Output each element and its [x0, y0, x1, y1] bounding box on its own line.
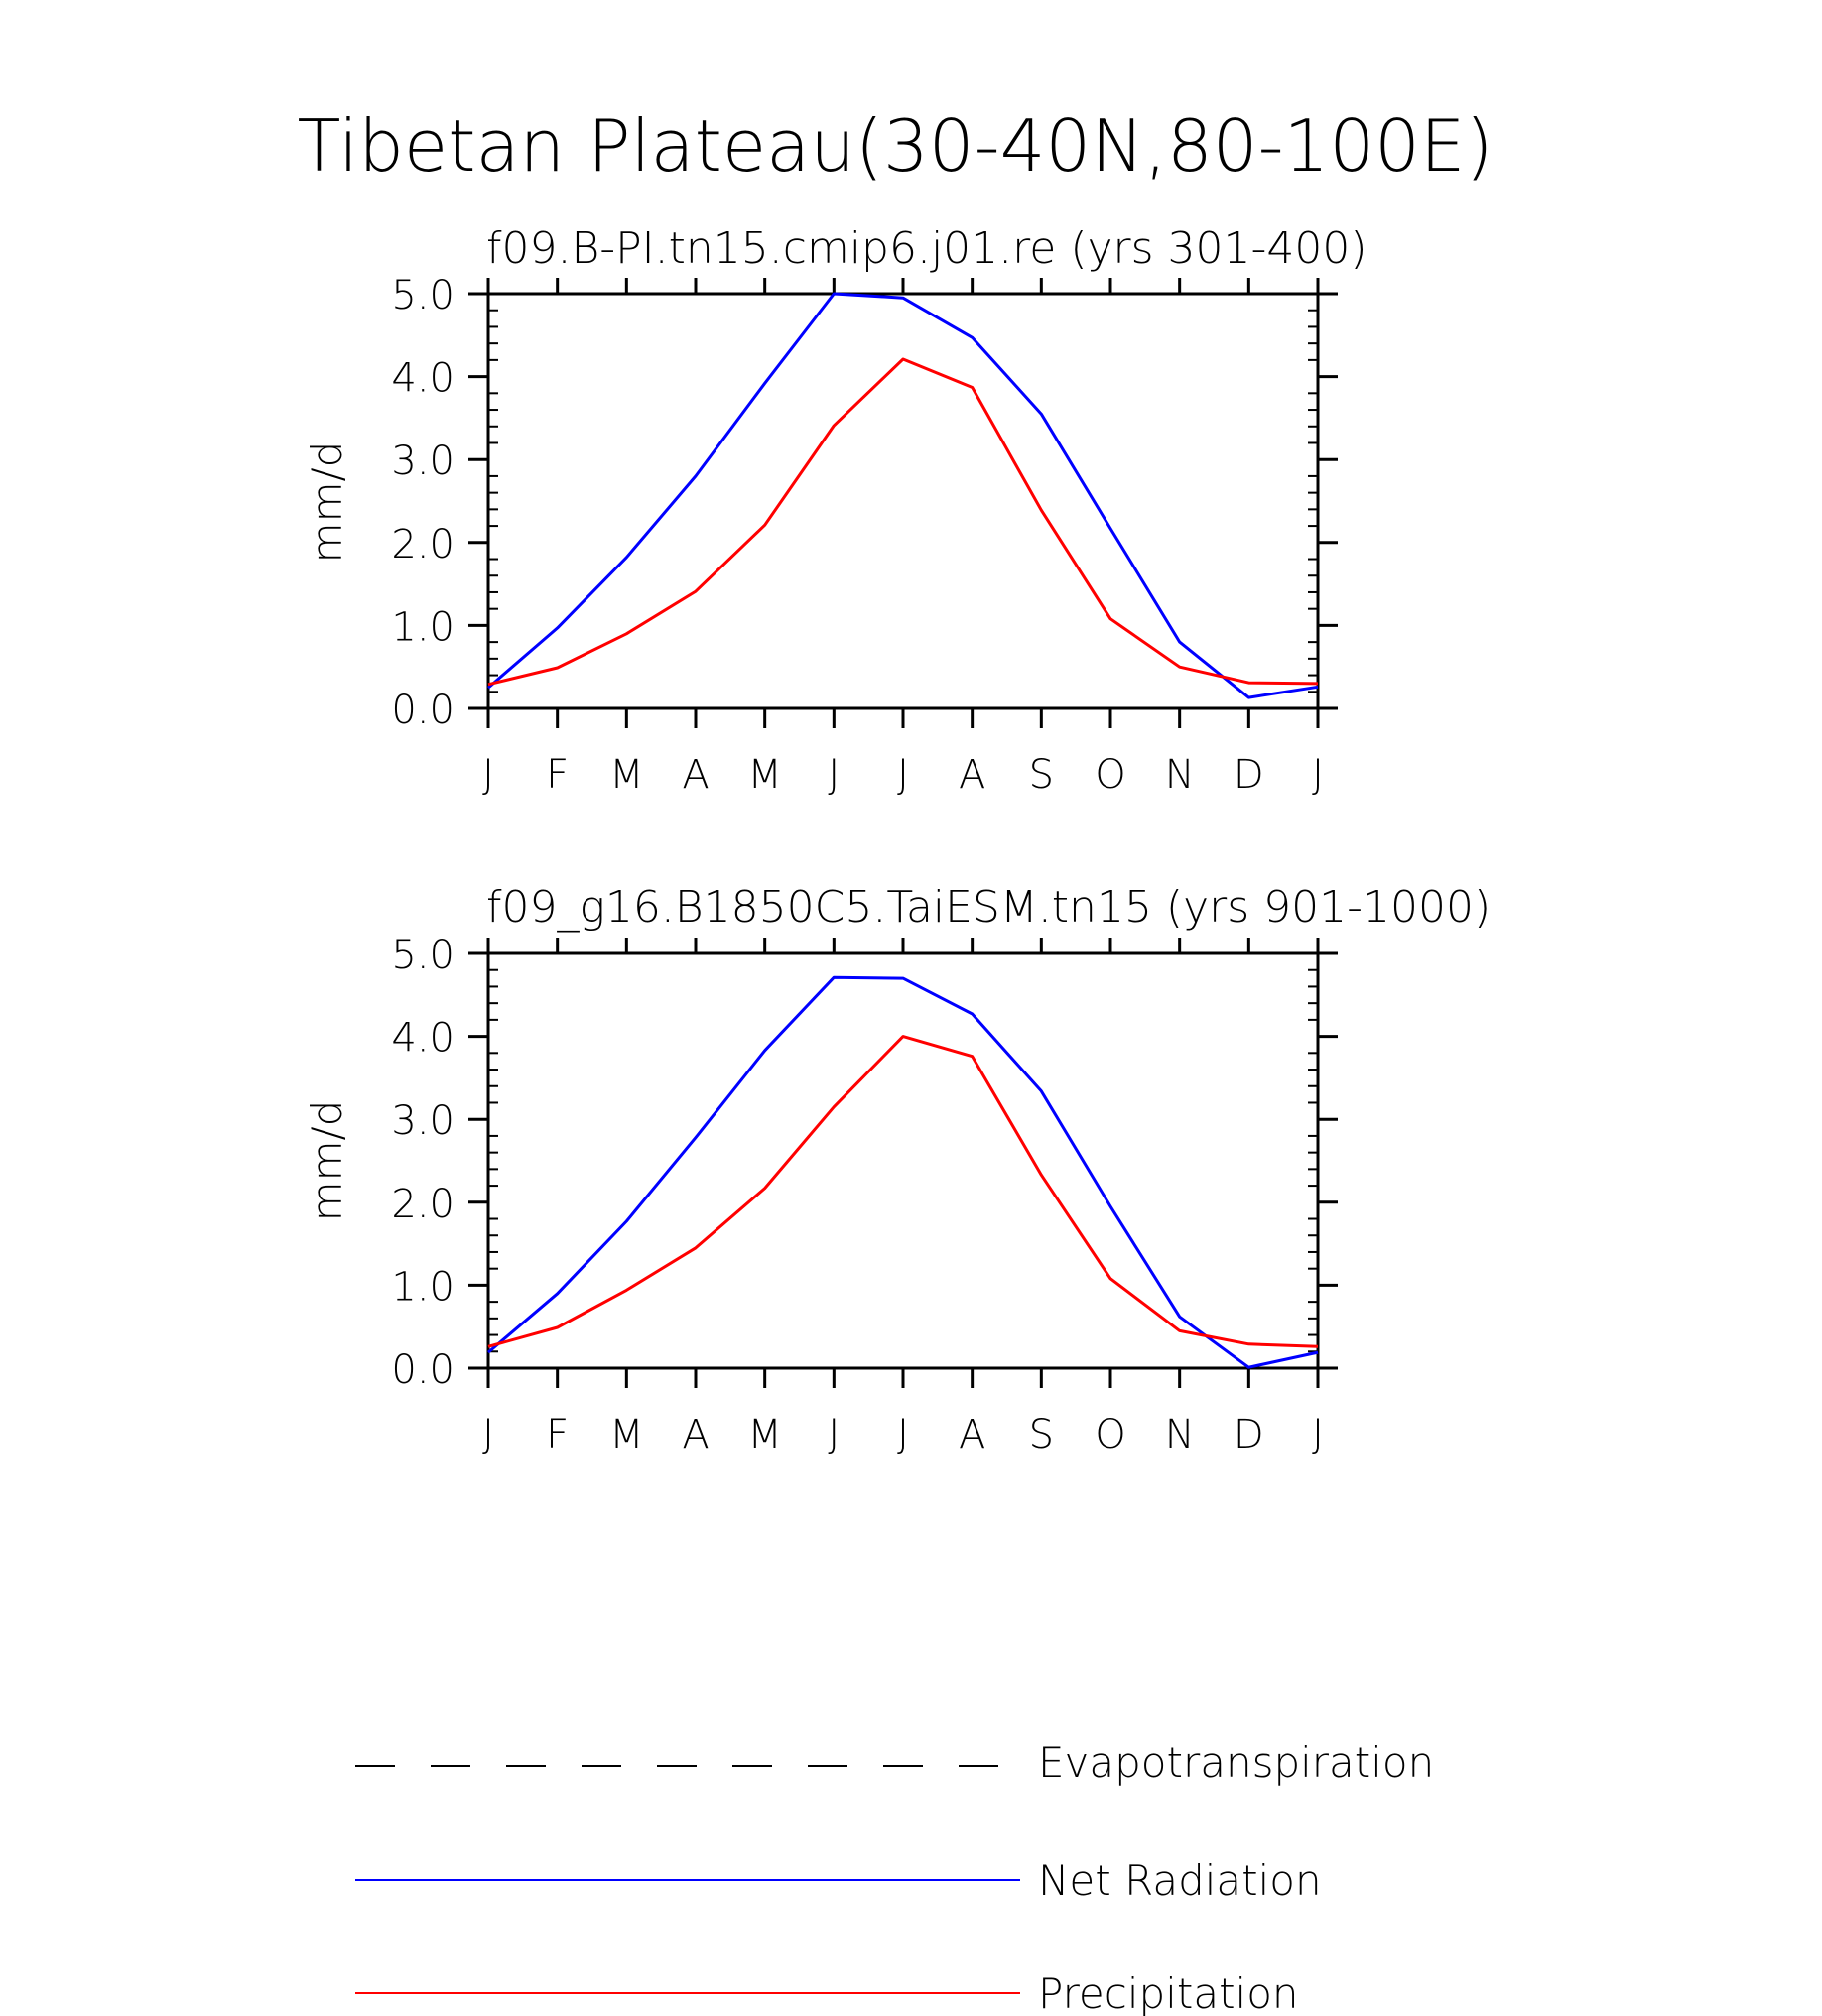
y-tick-label: 0.0	[391, 1347, 455, 1393]
series-net-radiation	[487, 975, 1319, 1369]
figure-title: Tibetan Plateau(30-40N,80-100E)	[297, 104, 1493, 188]
series-precipitation	[487, 357, 1319, 687]
x-tick-label: D	[1234, 1412, 1264, 1457]
legend-item-evapotranspiration: Evapotranspiration	[355, 1738, 1434, 1787]
x-tick-label: J	[1312, 752, 1324, 798]
legend-item-precipitation: Precipitation	[355, 1969, 1299, 2016]
series-line	[487, 357, 1319, 687]
y-tick-label: 5.0	[391, 273, 455, 318]
x-tick-label: M	[609, 752, 644, 798]
plot-panel-2: f09_g16.B1850C5.TaiESM.tn15 (yrs 901-100…	[303, 882, 1491, 1457]
series-line	[487, 1035, 1319, 1348]
y-tick-label: 2.0	[391, 522, 455, 567]
plot-frame	[486, 292, 1320, 710]
y-tick-label: 0.0	[391, 688, 455, 733]
legend-label: Precipitation	[1038, 1969, 1299, 2016]
y-axis-label: mm/d	[303, 1100, 351, 1222]
x-tick-label: J	[1312, 1412, 1324, 1457]
x-tick-label: O	[1095, 752, 1125, 798]
y-tick-label: 4.0	[391, 356, 455, 402]
x-tick-label: J	[482, 752, 494, 798]
x-tick-label: M	[747, 1412, 782, 1457]
plot-panel-1: f09.B-PI.tn15.cmip6.j01.re (yrs 301-400)…	[303, 223, 1367, 798]
x-tick-label: M	[609, 1412, 644, 1457]
series-net-radiation	[487, 292, 1319, 699]
x-tick-label: J	[828, 1412, 840, 1457]
legend-label: Evapotranspiration	[1038, 1738, 1434, 1787]
plot-title: f09.B-PI.tn15.cmip6.j01.re (yrs 301-400)	[486, 223, 1367, 274]
x-tick-label: O	[1095, 1412, 1125, 1457]
x-tick-label: S	[1029, 752, 1054, 798]
y-tick-label: 5.0	[391, 933, 455, 978]
legend: Evapotranspiration Net Radiation Precipi…	[355, 1738, 1434, 2016]
plot-title: f09_g16.B1850C5.TaiESM.tn15 (yrs 901-100…	[486, 882, 1491, 933]
y-tick-label: 3.0	[391, 1098, 455, 1144]
x-tick-label: J	[897, 752, 909, 798]
plot-frame	[486, 951, 1320, 1370]
x-tick-label: A	[682, 752, 709, 798]
y-tick-label: 1.0	[391, 1264, 455, 1310]
x-tick-label: J	[828, 752, 840, 798]
x-tick-label: D	[1234, 752, 1264, 798]
legend-label: Net Radiation	[1038, 1856, 1322, 1905]
y-tick-label: 3.0	[391, 439, 455, 484]
series-precipitation	[487, 1035, 1319, 1348]
series-line	[487, 292, 1319, 699]
y-tick-label: 2.0	[391, 1182, 455, 1227]
x-tick-label: J	[482, 1412, 494, 1457]
y-tick-label: 4.0	[391, 1016, 455, 1062]
legend-item-net-radiation: Net Radiation	[355, 1856, 1322, 1905]
x-tick-label: A	[682, 1412, 709, 1457]
y-tick-label: 1.0	[391, 604, 455, 650]
x-tick-label: A	[959, 752, 985, 798]
x-tick-label: F	[546, 1412, 569, 1457]
x-tick-label: S	[1029, 1412, 1054, 1457]
x-tick-label: M	[747, 752, 782, 798]
x-tick-label: N	[1165, 752, 1195, 798]
x-tick-label: J	[897, 1412, 909, 1457]
x-tick-label: F	[546, 752, 569, 798]
y-axis-label: mm/d	[303, 441, 351, 564]
x-tick-label: A	[959, 1412, 985, 1457]
x-tick-label: N	[1165, 1412, 1195, 1457]
